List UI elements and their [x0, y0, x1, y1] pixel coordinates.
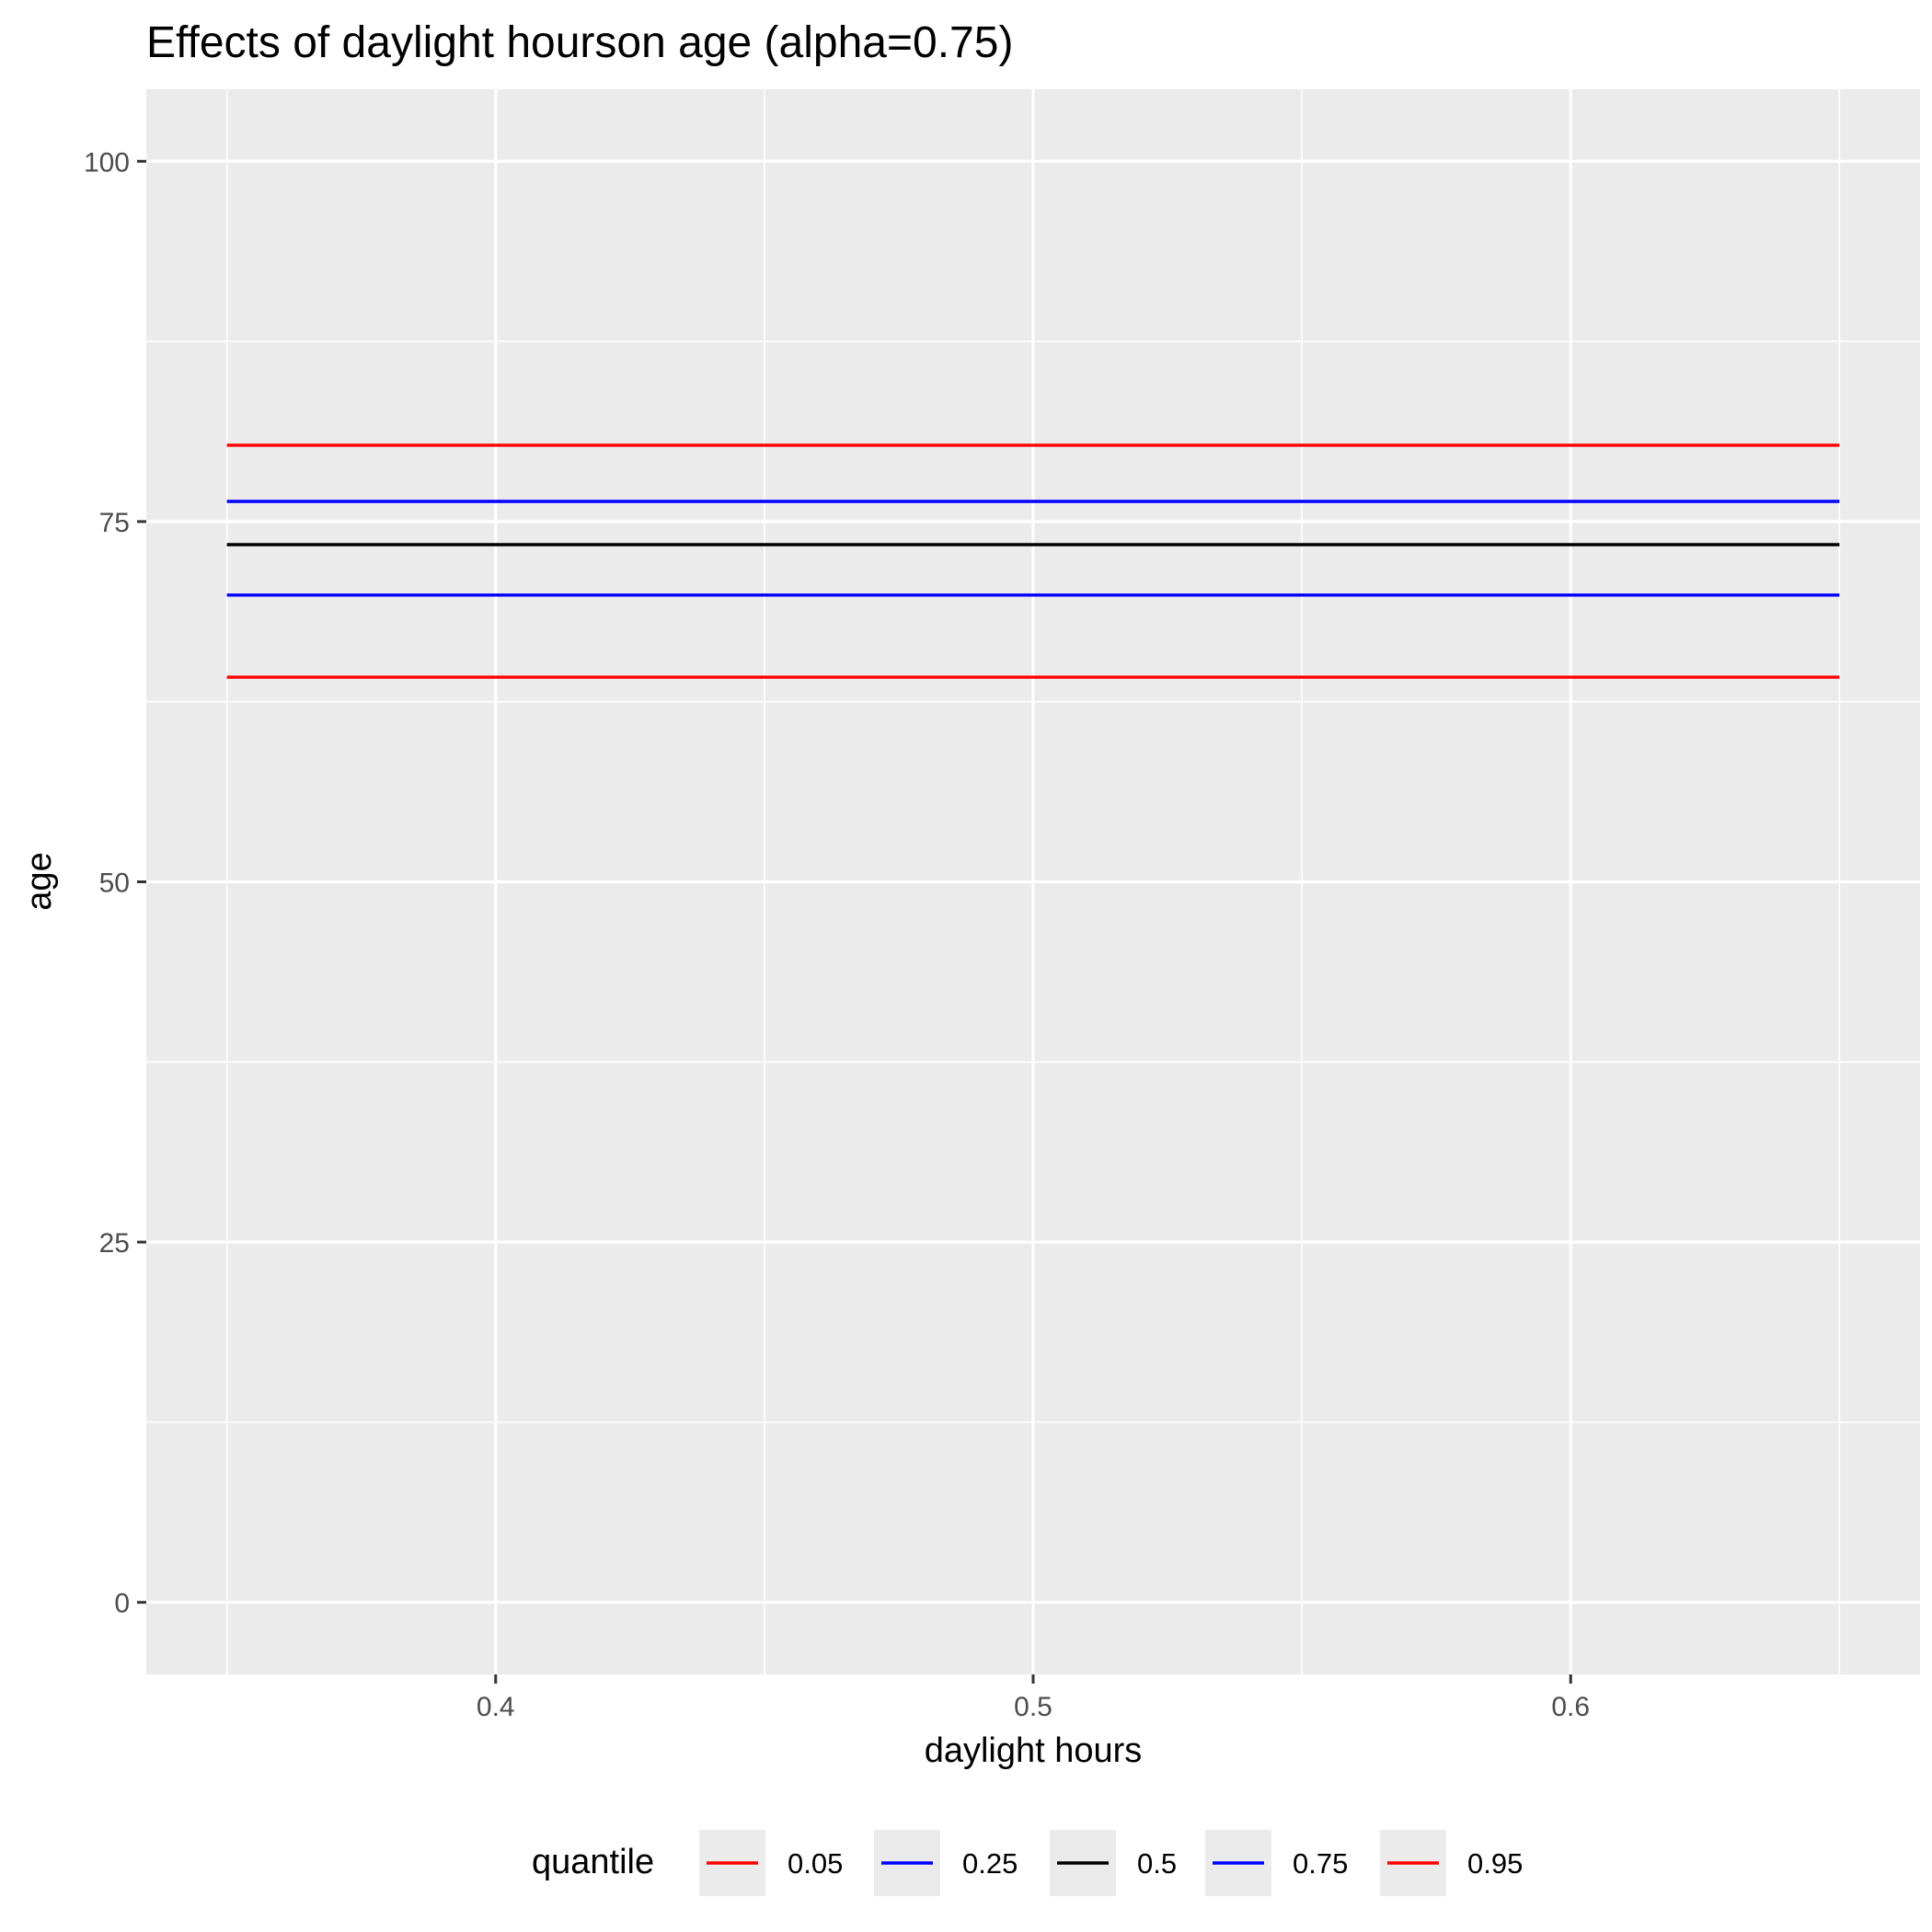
x-tick-label: 0.4 [477, 1692, 515, 1722]
y-tick-label: 100 [84, 147, 130, 178]
x-axis: 0.4 0.5 0.6 [477, 1674, 1590, 1722]
y-tick-label: 50 [99, 868, 130, 899]
y-axis: 0 25 50 75 100 [84, 147, 146, 1619]
y-tick-label: 0 [114, 1589, 130, 1619]
x-tick-label: 0.5 [1014, 1692, 1052, 1722]
legend-items: 0.05 0.25 0.5 0.75 0.95 [699, 1830, 1523, 1896]
legend-label: 0.25 [962, 1847, 1018, 1880]
y-axis-title: age [20, 852, 59, 910]
legend: quantile 0.05 0.25 0.5 0.75 0.95 [532, 1830, 1523, 1896]
legend-label: 0.95 [1467, 1847, 1523, 1880]
major-gridlines [146, 89, 1920, 1674]
legend-label: 0.05 [788, 1847, 843, 1880]
x-tick-label: 0.6 [1551, 1692, 1590, 1722]
legend-label: 0.75 [1293, 1847, 1348, 1880]
legend-label: 0.5 [1137, 1847, 1177, 1880]
chart-title: Effects of daylight hourson age (alpha=0… [146, 18, 1013, 67]
legend-title: quantile [532, 1843, 654, 1881]
series-lines [226, 443, 1840, 679]
x-axis-title: daylight hours [925, 1731, 1143, 1770]
y-tick-label: 75 [99, 508, 130, 538]
y-tick-label: 25 [99, 1228, 130, 1259]
